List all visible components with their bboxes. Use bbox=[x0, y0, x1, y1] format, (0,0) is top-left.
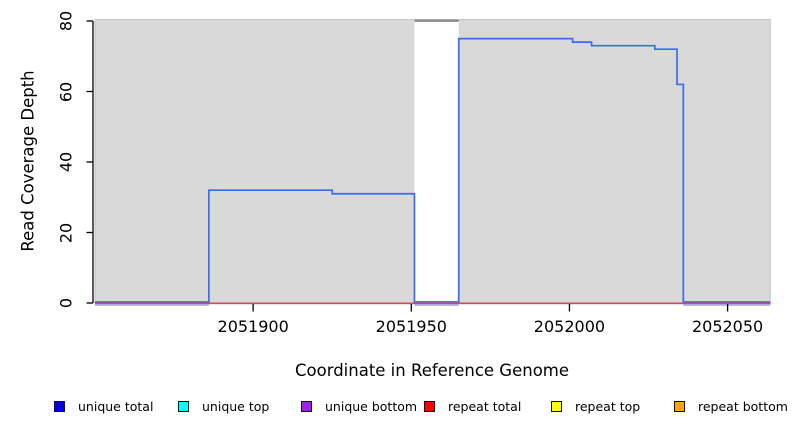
legend-item-label: unique total bbox=[78, 399, 154, 414]
legend-swatch-icon bbox=[54, 401, 65, 412]
legend-item-repeat-total: repeat total bbox=[424, 399, 521, 414]
legend-item-label: repeat bottom bbox=[698, 399, 788, 414]
legend-item-repeat-top: repeat top bbox=[551, 399, 640, 414]
legend-swatch-icon bbox=[424, 401, 435, 412]
legend-item-unique-bottom: unique bottom bbox=[301, 399, 417, 414]
x-tick-label: 2052000 bbox=[533, 317, 606, 336]
y-tick-label: 60 bbox=[56, 81, 76, 102]
legend-swatch-icon bbox=[301, 401, 312, 412]
legend-item-unique-total: unique total bbox=[54, 399, 153, 414]
y-tick-label: 40 bbox=[56, 151, 76, 173]
legend-swatch-icon bbox=[178, 401, 189, 412]
y-tick-label: 0 bbox=[56, 297, 76, 309]
x-tick-label: 2051900 bbox=[217, 317, 289, 336]
uncovered-band bbox=[414, 19, 459, 304]
y-tick-label: 20 bbox=[56, 222, 76, 243]
y-tick-label: 80 bbox=[56, 10, 76, 32]
legend-item-label: repeat total bbox=[448, 399, 522, 414]
legend-swatch-icon bbox=[674, 401, 685, 412]
x-tick-label: 2051950 bbox=[375, 317, 447, 336]
series-unique-total-line bbox=[95, 37, 771, 303]
legend-swatch-icon bbox=[551, 401, 562, 412]
legend-item-unique-top: unique top bbox=[178, 399, 269, 414]
y-axis-title: Read Coverage Depth bbox=[18, 70, 38, 252]
x-tick-label: 2052050 bbox=[691, 317, 764, 336]
legend-item-label: repeat top bbox=[575, 399, 641, 414]
legend-item-label: unique top bbox=[202, 399, 270, 414]
legend-item-repeat-bottom: repeat bottom bbox=[674, 399, 788, 414]
legend-item-label: unique bottom bbox=[325, 399, 418, 414]
x-axis-title: Coordinate in Reference Genome bbox=[294, 361, 570, 380]
